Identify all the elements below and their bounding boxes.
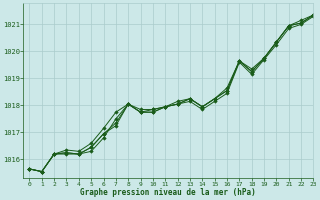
- X-axis label: Graphe pression niveau de la mer (hPa): Graphe pression niveau de la mer (hPa): [81, 188, 256, 197]
